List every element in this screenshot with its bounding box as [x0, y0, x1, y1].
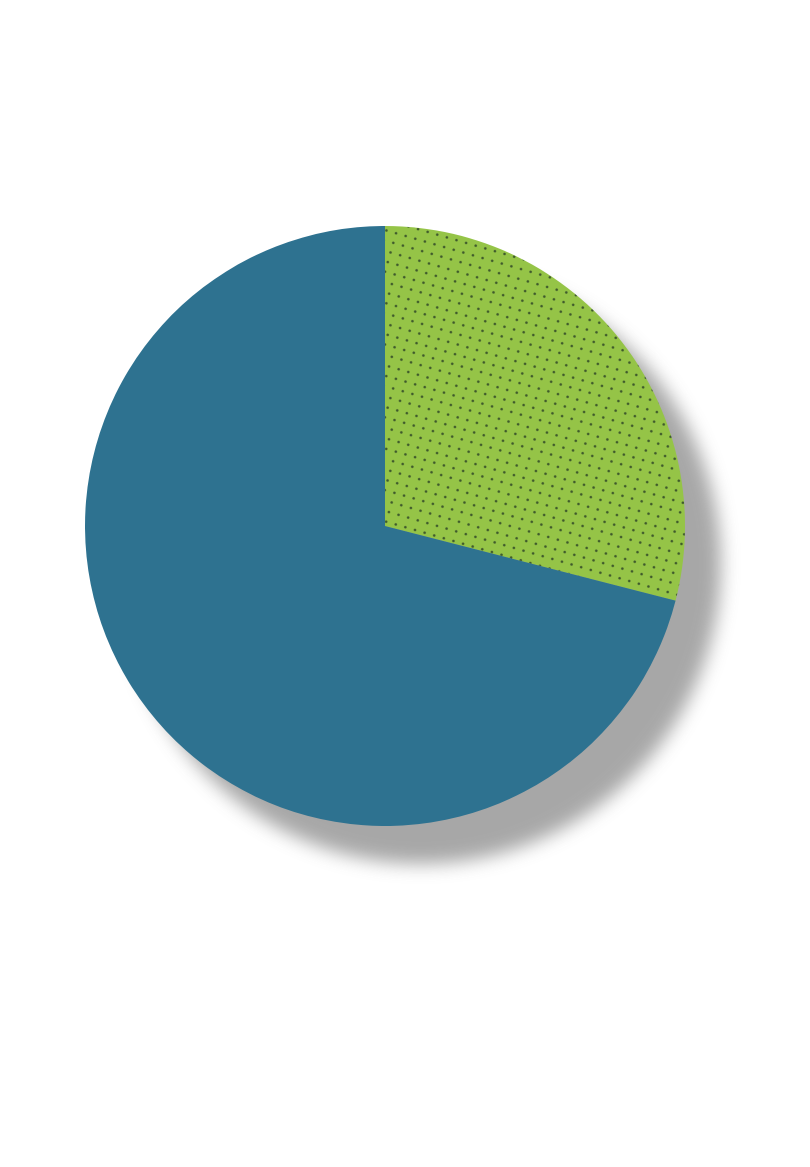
pie-slices — [85, 226, 685, 826]
pie-slice-2 — [85, 226, 676, 826]
pie-slice-1 — [385, 226, 685, 601]
